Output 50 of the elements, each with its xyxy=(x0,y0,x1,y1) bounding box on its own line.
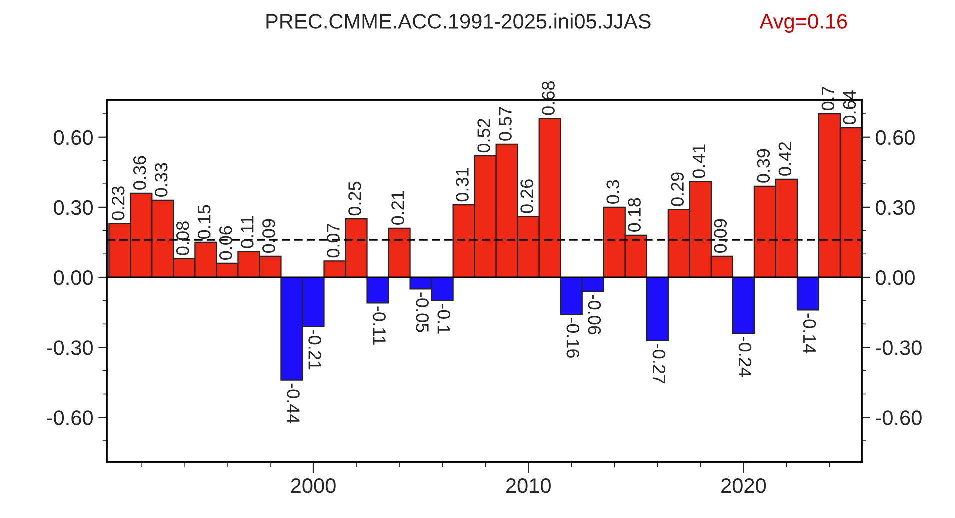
data-label: 0.7 xyxy=(822,87,835,111)
data-label: -0.27 xyxy=(652,344,666,384)
data-label: 0.09 xyxy=(714,219,728,253)
y-tick-label: -0.30 xyxy=(47,340,93,356)
data-label: 0.39 xyxy=(757,149,770,183)
data-label: 0.68 xyxy=(542,82,555,116)
data-label: -0.21 xyxy=(308,330,322,370)
x-tick-label: 2010 xyxy=(506,478,551,494)
data-label: 0.07 xyxy=(327,224,340,258)
data-label: 0.25 xyxy=(348,182,362,216)
data-label: 0.08 xyxy=(176,222,190,256)
y2-tick-label: -0.30 xyxy=(876,340,922,356)
y-tick-label: -0.60 xyxy=(47,410,93,426)
data-label: -0.44 xyxy=(287,384,300,424)
data-label: 0.18 xyxy=(628,198,641,232)
data-label: 0.52 xyxy=(478,119,490,153)
data-label: 0.41 xyxy=(692,144,706,178)
data-label: -0.06 xyxy=(588,295,602,335)
x-tick-label: 2000 xyxy=(291,478,336,494)
data-label: 0.21 xyxy=(392,191,404,225)
data-label: 0.11 xyxy=(241,216,254,248)
y2-tick-label: 0.00 xyxy=(876,270,915,286)
data-label: 0.33 xyxy=(154,163,168,197)
data-label: -0.14 xyxy=(803,314,816,354)
data-label: -0.05 xyxy=(416,292,429,332)
data-label: 0.42 xyxy=(778,142,792,176)
x-tick-label: 2020 xyxy=(722,478,766,494)
y-tick-label: 0.00 xyxy=(54,270,93,286)
data-label: 0.31 xyxy=(456,168,469,202)
data-label: -0.16 xyxy=(566,318,580,358)
data-label: 0.57 xyxy=(499,107,512,141)
data-label: 0.29 xyxy=(671,172,684,206)
y2-tick-label: 0.60 xyxy=(876,130,915,146)
data-label: 0.06 xyxy=(220,226,232,260)
data-label: 0.64 xyxy=(843,90,856,125)
data-label: 0.3 xyxy=(606,180,620,204)
text: Avg=0.16 xyxy=(760,14,848,34)
data-label: -0.24 xyxy=(738,337,752,377)
data-label: 0.36 xyxy=(133,156,146,190)
data-label: 0.23 xyxy=(112,186,125,220)
data-label: -0.11 xyxy=(373,306,386,345)
data-label: -0.1 xyxy=(438,304,450,334)
data-label: 0.09 xyxy=(262,219,276,253)
y-tick-label: 0.30 xyxy=(54,200,93,216)
chart-title: PREC.CMME.ACC.1991-2025.ini05.JJAS xyxy=(266,14,651,29)
y2-tick-label: -0.60 xyxy=(876,410,922,426)
y-tick-label: 0.60 xyxy=(54,130,93,146)
data-label: 0.26 xyxy=(520,180,534,214)
y2-tick-label: 0.30 xyxy=(876,200,915,216)
data-label: 0.15 xyxy=(198,205,211,239)
